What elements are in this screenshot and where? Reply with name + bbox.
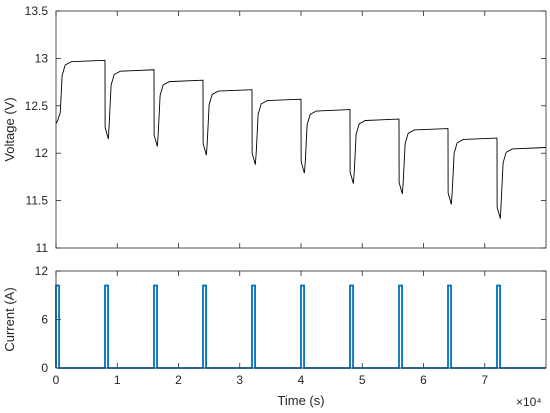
voltage-axes-frame	[55, 10, 547, 249]
voltage-tick-labels: 11 11.5 12 12.5 13 13.5	[25, 4, 49, 255]
voltage-ytick-label: 12	[35, 146, 49, 160]
time-xtick-label: 4	[298, 373, 305, 387]
time-x-axis-label: Time (s)	[277, 393, 324, 408]
voltage-ytick-label: 11.5	[26, 194, 49, 208]
time-xtick-label: 2	[175, 373, 182, 387]
x-axis-multiplier: ×10⁴	[516, 395, 542, 409]
current-ytick-label: 0	[41, 361, 48, 375]
time-xtick-label: 1	[114, 373, 121, 387]
voltage-axes: 11 11.5 12 12.5 13 13.5 Voltage (V)	[2, 4, 547, 255]
time-xtick-label: 5	[359, 373, 366, 387]
voltage-ytick-label: 11	[36, 241, 49, 255]
current-series-line	[55, 284, 546, 369]
voltage-series-line	[55, 59, 547, 219]
current-ytick-label: 6	[41, 313, 48, 327]
voltage-ytick-label: 12.5	[25, 99, 49, 113]
current-axes-frame	[55, 270, 547, 369]
time-xtick-label: 7	[481, 373, 488, 387]
voltage-ytick-label: 13	[35, 51, 49, 65]
current-y-axis-label: Current (A)	[2, 287, 17, 351]
time-xtick-label: 0	[53, 373, 60, 387]
time-xtick-label: 3	[236, 373, 243, 387]
voltage-ytick-label: 13.5	[25, 4, 49, 18]
time-xtick-label: 6	[420, 373, 427, 387]
current-ytick-label: 12	[35, 264, 49, 278]
voltage-y-axis-label: Voltage (V)	[2, 97, 17, 161]
